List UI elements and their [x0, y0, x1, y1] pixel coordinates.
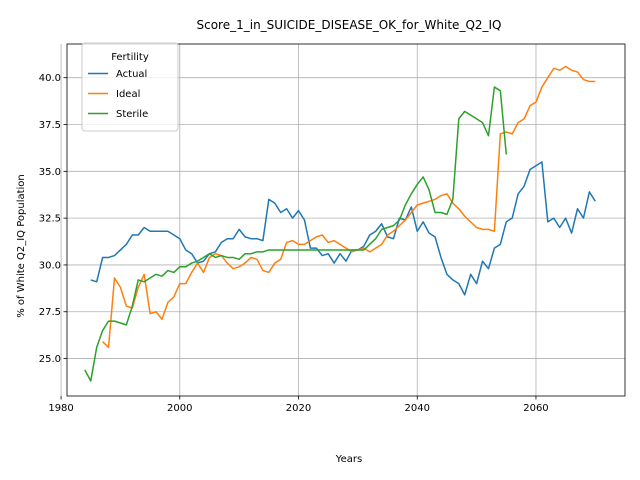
series-line-sterile — [84, 86, 508, 382]
y-tick-label: 25.0 — [39, 354, 61, 365]
legend: Fertility Actual Ideal Sterile — [81, 42, 179, 132]
y-tick-label: 37.5 — [39, 120, 61, 131]
series-line-actual — [90, 161, 596, 296]
x-axis-title: Years — [335, 454, 362, 465]
legend-frame — [81, 42, 179, 132]
x-tick-label: 1980 — [48, 403, 73, 414]
y-tick-label: 30.0 — [39, 260, 61, 271]
legend-title: Fertility — [111, 52, 149, 63]
legend-label-ideal: Ideal — [116, 89, 140, 100]
y-tick-label: 40.0 — [39, 73, 61, 84]
y-axis-title: % of White Q2_IQ Population — [16, 174, 27, 318]
legend-label-sterile: Sterile — [116, 109, 148, 120]
series-lines — [84, 65, 596, 382]
y-tick-label: 32.5 — [39, 214, 61, 225]
x-tick-label: 2060 — [523, 403, 548, 414]
x-tick-label: 2020 — [286, 403, 311, 414]
plot-area-frame — [66, 43, 626, 397]
chart-title: Score_1_in_SUICIDE_DISEASE_OK_for_White_… — [196, 18, 501, 32]
axis-ticks: 1980 2000 2020 2040 2060 25.0 27.5 30.0 32.5 35.0… — [39, 73, 549, 414]
y-tick-label: 35.0 — [39, 167, 61, 178]
x-tick-label: 2040 — [405, 403, 430, 414]
legend-label-actual: Actual — [116, 69, 147, 80]
x-tick-label: 2000 — [167, 403, 192, 414]
grid-lines — [60, 44, 625, 396]
y-tick-label: 27.5 — [39, 307, 61, 318]
